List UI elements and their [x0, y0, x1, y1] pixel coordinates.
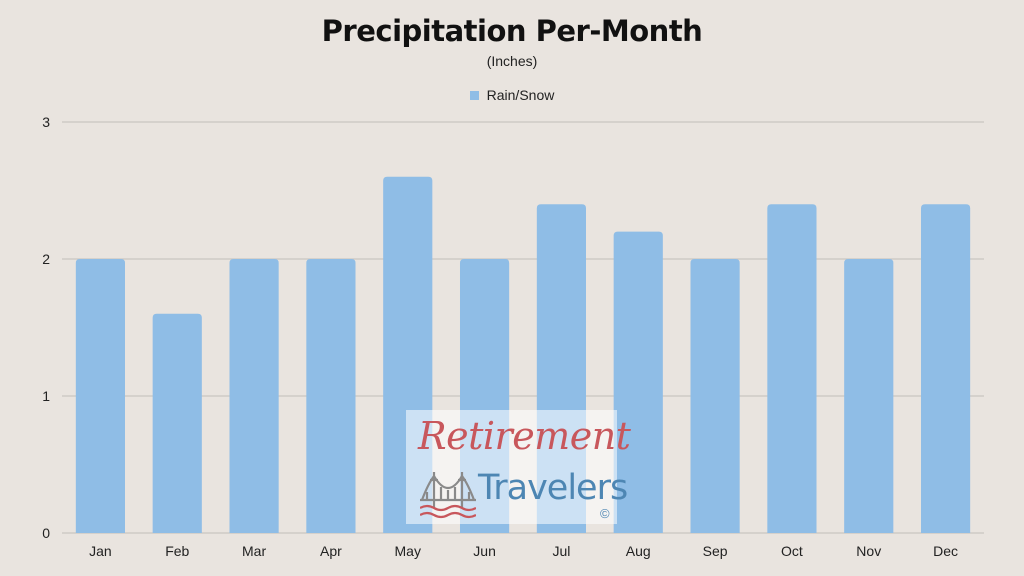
x-tick-label: Jul	[552, 543, 570, 559]
grid-lines	[62, 121, 984, 534]
x-tick-label: Apr	[320, 543, 342, 559]
bar-jan	[75, 259, 126, 533]
x-tick-label: Dec	[933, 543, 958, 559]
bar-oct	[767, 204, 817, 533]
x-tick-label: Jun	[473, 543, 496, 559]
x-tick-label: Feb	[165, 543, 189, 559]
bar-dec	[920, 204, 971, 533]
bar-aug	[613, 231, 663, 533]
watermark-copyright: ©	[600, 506, 610, 521]
bar-mar	[229, 259, 279, 533]
watermark-logo: Retirement Travelers ©	[406, 410, 631, 524]
legend-label: Rain/Snow	[486, 87, 555, 103]
bar-feb	[152, 313, 202, 533]
legend-swatch	[469, 90, 479, 100]
y-tick-label: 2	[42, 251, 50, 267]
x-tick-label: Mar	[242, 543, 266, 559]
chart-subtitle: (Inches)	[486, 53, 538, 69]
x-tick-label: Sep	[703, 543, 728, 559]
x-tick-label: Aug	[626, 543, 651, 559]
watermark-text-travelers: Travelers	[478, 468, 628, 508]
bars	[75, 176, 971, 534]
bridge-icon	[420, 472, 476, 519]
y-tick-label: 1	[42, 388, 50, 404]
x-tick-label: Nov	[856, 543, 881, 559]
watermark-text-retirement: Retirement	[418, 414, 631, 458]
y-tick-label: 3	[42, 114, 50, 130]
legend: Rain/Snow	[0, 87, 1024, 103]
x-tick-label: Jan	[89, 543, 112, 559]
bar-apr	[306, 259, 356, 533]
y-tick-label: 0	[42, 525, 50, 541]
bar-nov	[844, 259, 894, 533]
axis-labels: 0 1 2 3 Jan Feb Mar Apr May Jun Jul Aug Sep Oct Nov Dec	[42, 114, 958, 559]
x-tick-label: Oct	[781, 543, 803, 559]
chart-title: Precipitation Per-Month	[321, 14, 703, 48]
x-tick-label: May	[395, 543, 421, 559]
bar-sep	[690, 259, 740, 533]
